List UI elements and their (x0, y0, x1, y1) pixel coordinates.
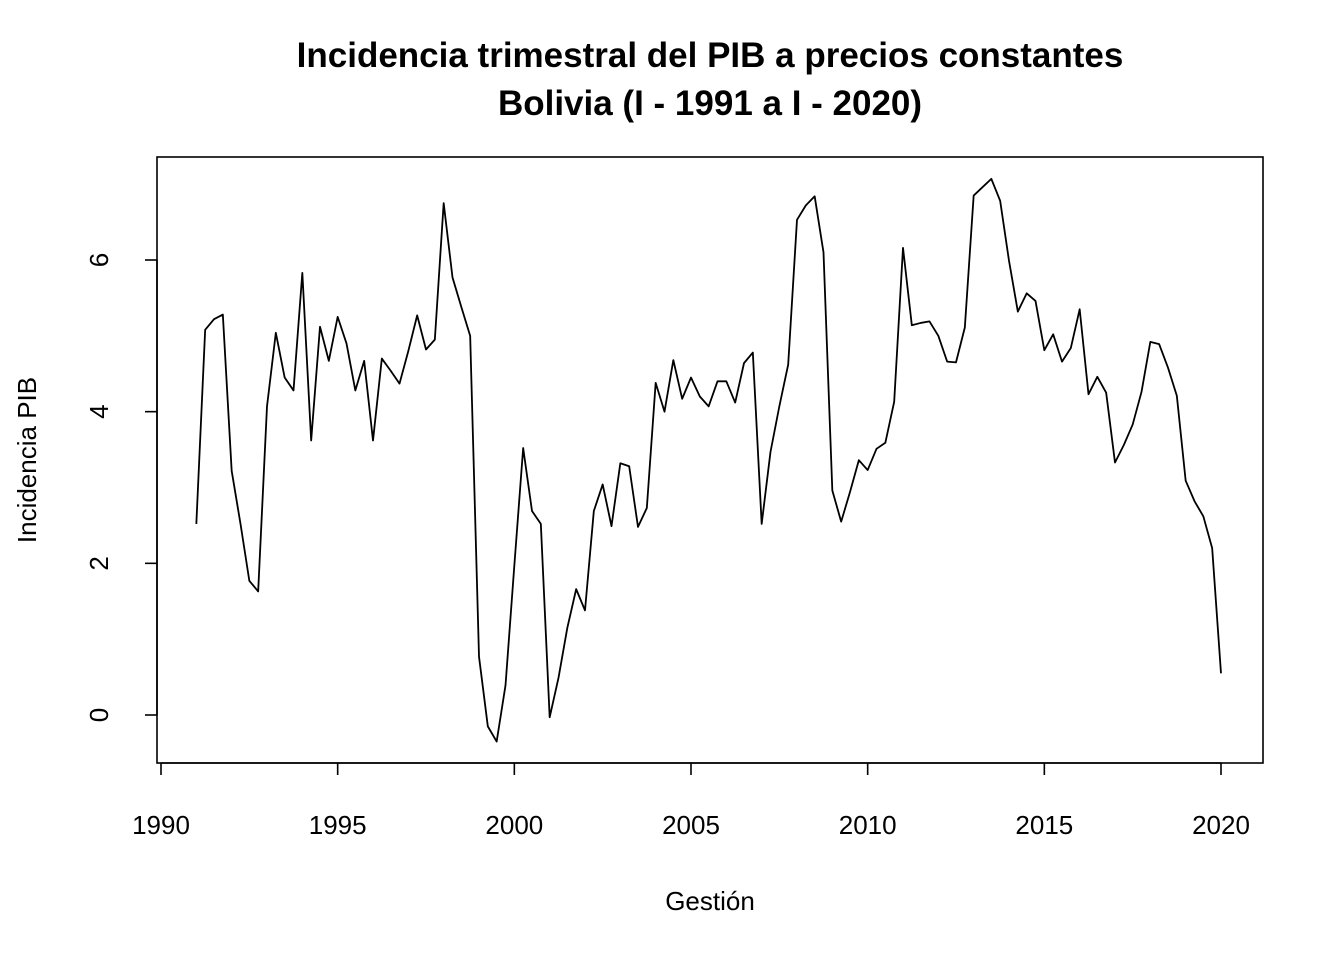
chart-title-line-1: Incidencia trimestral del PIB a precios … (296, 36, 1124, 75)
x-tick-label: 2020 (1192, 810, 1250, 840)
y-tick-label: 0 (84, 708, 114, 722)
x-tick-label: 1990 (132, 810, 190, 840)
x-tick-label: 2015 (1015, 810, 1073, 840)
x-tick-label: 2000 (485, 810, 543, 840)
x-axis: 1990 1995 2000 2005 2010 2015 2020 (132, 762, 1250, 840)
x-axis-label: Gestión (665, 886, 755, 916)
y-tick-label: 4 (84, 404, 114, 418)
chart-title-line-2: Bolivia (I - 1991 a I - 2020) (497, 84, 923, 123)
x-tick-label: 1995 (309, 810, 367, 840)
y-axis-label: Incidencia PIB (12, 377, 42, 543)
plot-frame (156, 156, 1264, 764)
y-axis: 0 2 4 6 (84, 253, 158, 722)
series-layer (195, 177, 1222, 743)
x-tick-label: 2010 (839, 810, 897, 840)
y-tick-label: 2 (84, 556, 114, 570)
x-tick-label: 2005 (662, 810, 720, 840)
series-line-1 (195, 177, 1222, 743)
y-tick-label: 6 (84, 253, 114, 267)
